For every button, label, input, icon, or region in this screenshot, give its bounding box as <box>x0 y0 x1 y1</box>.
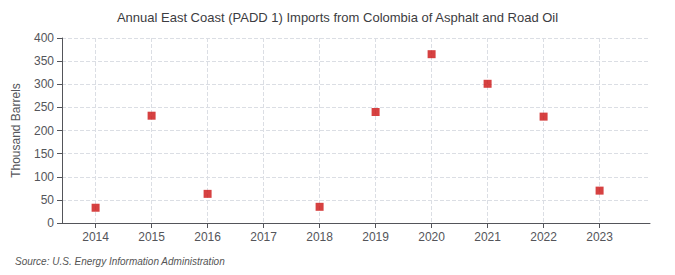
svg-text:2023: 2023 <box>586 230 613 244</box>
svg-text:2022: 2022 <box>530 230 557 244</box>
svg-text:2015: 2015 <box>138 230 165 244</box>
svg-text:Source: U.S. Energy Informatio: Source: U.S. Energy Information Administ… <box>15 256 225 267</box>
svg-text:150: 150 <box>34 147 54 161</box>
svg-text:100: 100 <box>34 170 54 184</box>
svg-text:2016: 2016 <box>194 230 221 244</box>
svg-text:300: 300 <box>34 77 54 91</box>
svg-text:2018: 2018 <box>306 230 333 244</box>
svg-text:2019: 2019 <box>362 230 389 244</box>
svg-text:200: 200 <box>34 124 54 138</box>
svg-text:Annual East Coast (PADD 1) Imp: Annual East Coast (PADD 1) Imports from … <box>117 10 558 25</box>
svg-text:2020: 2020 <box>418 230 445 244</box>
svg-text:2014: 2014 <box>82 230 109 244</box>
svg-text:Thousand Barrels: Thousand Barrels <box>9 83 23 178</box>
svg-text:2021: 2021 <box>474 230 501 244</box>
svg-text:0: 0 <box>47 216 54 230</box>
svg-text:2017: 2017 <box>250 230 277 244</box>
svg-text:350: 350 <box>34 54 54 68</box>
svg-text:50: 50 <box>41 193 55 207</box>
svg-text:400: 400 <box>34 31 54 45</box>
svg-text:250: 250 <box>34 100 54 114</box>
